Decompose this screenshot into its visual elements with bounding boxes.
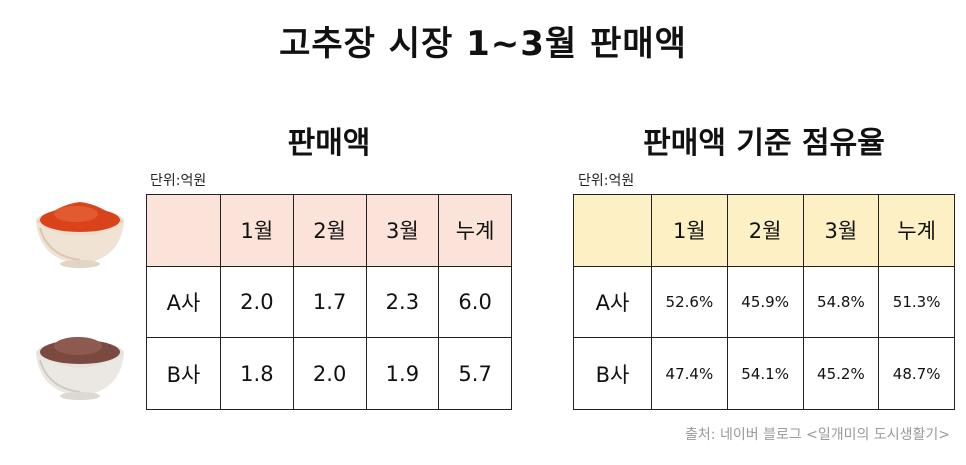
sales-heading: 판매액	[287, 126, 371, 161]
table-row: A사 52.6% 45.9% 54.8% 51.3%	[573, 265, 955, 339]
header-cell: 누계	[878, 194, 955, 267]
row-label: A사	[573, 265, 652, 339]
share-table: 1월 2월 3월 누계 A사 52.6% 45.9% 54.8% 51.3% B…	[573, 194, 955, 410]
header-cell: 1월	[651, 194, 728, 267]
sales-table: 1월 2월 3월 누계 A사 2.0 1.7 2.3 6.0 B사 1.8 2.…	[146, 194, 512, 410]
table-header-row: 1월 2월 3월 누계	[146, 194, 512, 267]
table-cell: 51.3%	[878, 265, 955, 339]
table-row: B사 1.8 2.0 1.9 5.7	[146, 337, 512, 410]
brown-powder-bowl-icon	[36, 337, 124, 400]
table-cell: 45.9%	[726, 265, 804, 339]
table-cell: 54.1%	[726, 337, 804, 410]
table-cell: 6.0	[438, 265, 512, 339]
row-label: B사	[573, 337, 652, 410]
table-cell: 1.9	[365, 337, 440, 410]
table-cell: 1.8	[220, 337, 294, 410]
row-label: A사	[146, 265, 221, 339]
table-cell: 2.0	[292, 337, 367, 410]
header-cell: 3월	[802, 194, 880, 267]
table-cell: 1.7	[292, 265, 367, 339]
table-cell: 2.3	[365, 265, 440, 339]
source-caption: 출처: 네이버 블로그 <일개미의 도시생활기>	[685, 427, 950, 443]
table-cell: 5.7	[438, 337, 512, 410]
table-cell: 48.7%	[878, 337, 955, 410]
table-row: A사 2.0 1.7 2.3 6.0	[146, 265, 512, 339]
header-cell	[573, 194, 652, 267]
header-cell: 2월	[292, 194, 367, 267]
table-cell: 52.6%	[651, 265, 728, 339]
header-cell: 1월	[220, 194, 294, 267]
header-cell: 2월	[726, 194, 804, 267]
red-pepper-powder-bowl-icon	[36, 202, 124, 268]
table-cell: 47.4%	[651, 337, 728, 410]
share-heading: 판매액 기준 점유율	[643, 126, 885, 161]
table-row: B사 47.4% 54.1% 45.2% 48.7%	[573, 337, 955, 410]
table-header-row: 1월 2월 3월 누계	[573, 194, 955, 267]
header-cell: 누계	[438, 194, 512, 267]
header-cell: 3월	[365, 194, 440, 267]
sales-unit-label: 단위:억원	[150, 173, 207, 189]
share-unit-label: 단위:억원	[578, 173, 635, 189]
table-cell: 45.2%	[802, 337, 880, 410]
row-label: B사	[146, 337, 221, 410]
page-title: 고추장 시장 1~3월 판매액	[279, 24, 687, 64]
table-cell: 2.0	[220, 265, 294, 339]
table-cell: 54.8%	[802, 265, 880, 339]
header-cell	[146, 194, 221, 267]
